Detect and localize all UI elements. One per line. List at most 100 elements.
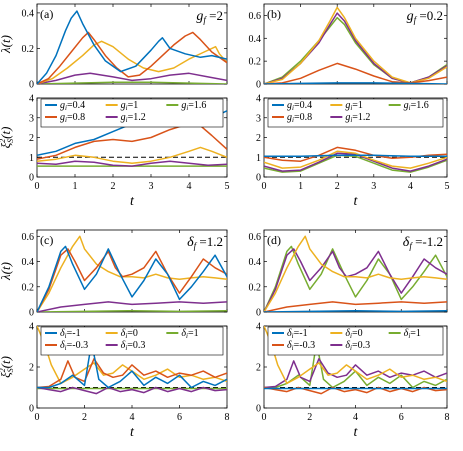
legend-label-0: δi=-1 (60, 328, 81, 340)
legend-label-2: δi=1 (181, 328, 198, 340)
series-line-δ_i=-1 (37, 245, 227, 312)
y-tick-label: 0 (256, 308, 261, 319)
y-tick-label: 4 (256, 94, 261, 105)
series-line-g_i=1.6 (264, 154, 447, 173)
series-line-δ_i=0.3 (37, 301, 227, 312)
series-line-g_i=1 (264, 150, 447, 169)
y-tick-label: 0.4 (249, 34, 262, 45)
y-tick-label: 1 (29, 153, 34, 164)
y-tick-label: 0 (29, 404, 34, 415)
series-line-δ_i=-0.3 (37, 358, 227, 389)
x-tick-label: 8 (225, 412, 230, 423)
x-tick-label: 1 (73, 181, 78, 192)
legend-label-0: gi=0.4 (287, 100, 312, 112)
x-tick-label: 6 (399, 412, 404, 423)
x-tick-label: 4 (353, 412, 358, 423)
x-tick-label: 0 (35, 181, 40, 192)
y-tick-label: 0 (256, 80, 261, 91)
series-line-δ_i=1 (264, 245, 447, 312)
panel-0: 0 0.2 0.4 (a) gf =2 λ(t) (0, 3, 228, 91)
series-line-δ_i=0.3 (37, 386, 227, 395)
y-tick-label: 0.4 (22, 8, 35, 19)
panel-tag: (d) (267, 233, 281, 247)
panel-title: gf =2 (196, 8, 223, 25)
series-line-g_i=1.2 (37, 72, 227, 84)
y-tick-label: 0.2 (249, 282, 262, 293)
y-tick-label: 4 (29, 94, 34, 105)
legend-box (40, 98, 224, 128)
y-axis-label: λ(t) (0, 262, 13, 281)
x-tick-label: 2 (111, 181, 116, 192)
panel-title: gf =0.2 (407, 8, 443, 25)
panel-4: 0 0.2 0.4 0.6 (c) δf =1.2 λ(t) (0, 229, 228, 319)
legend-label-1: gi=1 (345, 100, 363, 112)
legend-label-3: gi=0.8 (287, 112, 312, 124)
panel-3: 0 1 2 3 4 5 0 1 2 3 4 gi=0.4 gi=1 gi=1.6 gi=0.8 gi=1.2 t (256, 94, 450, 210)
panel-2: 0 1 2 3 4 5 0 1 2 3 4 gi=0.4 gi=1 gi=1.6 gi=0.8 gi=1.2 ξ… (0, 94, 230, 210)
legend-label-4: gi=1.2 (345, 112, 370, 124)
legend-label-1: gi=1 (121, 100, 139, 112)
series-line-δ_i=1 (264, 341, 447, 389)
panel-1: 0 0.2 0.4 0.6 (b) gf =0.2 (249, 3, 448, 91)
legend-label-0: δi=-1 (287, 328, 308, 340)
series-line-g_i=1.2 (37, 160, 227, 167)
y-tick-label: 0.6 (249, 232, 262, 243)
axes-frame (36, 3, 228, 85)
series-line-g_i=0.8 (37, 31, 227, 84)
x-tick-label: 0 (262, 412, 267, 423)
x-tick-label: 2 (307, 412, 312, 423)
x-tick-label: 0 (35, 412, 40, 423)
y-tick-label: 2 (29, 363, 34, 374)
panel-tag: (a) (40, 7, 53, 21)
panel-title: δf =-1.2 (403, 234, 443, 251)
series-line-g_i=0.8 (264, 62, 447, 84)
y-tick-label: 0.2 (249, 57, 262, 68)
series-line-δ_i=0 (37, 235, 227, 312)
panel-6: 0 2 4 6 8 0 2 4 δi=-1 δi=0 δi=1 δi=-0.3 δi=0.3 ξ2S(t)… (0, 322, 230, 441)
legend-box (267, 326, 444, 356)
y-tick-label: 0.2 (22, 282, 35, 293)
panel-5: 0 0.2 0.4 0.6 (d) δf =-1.2 (249, 229, 448, 319)
panel-tag: (b) (267, 7, 281, 21)
legend-label-1: δi=0 (345, 328, 362, 340)
series-line-δ_i=0 (264, 326, 447, 385)
legend-label-4: δi=0.3 (121, 340, 146, 352)
y-tick-label: 3 (29, 113, 34, 124)
legend-label-1: δi=0 (121, 328, 138, 340)
y-tick-label: 2 (29, 133, 34, 144)
axes-frame (263, 3, 448, 85)
y-axis-label: ξ2S(t) (0, 356, 15, 378)
series-line-δ_i=0 (264, 235, 447, 312)
legend-label-2: gi=1.6 (404, 100, 429, 112)
panel-7: 0 2 4 6 8 0 2 4 δi=-1 δi=0 δi=1 δi=-0.3 δi=0.3 t (256, 322, 450, 441)
y-axis-label: λ(t) (0, 35, 13, 54)
x-tick-label: 1 (298, 181, 303, 192)
y-tick-label: 4 (29, 322, 34, 333)
x-tick-label: 6 (177, 412, 182, 423)
series-line-g_i=0.4 (264, 82, 447, 84)
y-axis-label: ξ2S(t) (0, 127, 15, 149)
legend-label-3: δi=-0.3 (287, 340, 315, 352)
series-line-g_i=1 (37, 146, 227, 164)
x-tick-label: 4 (187, 181, 192, 192)
panel-tag: (c) (40, 233, 53, 247)
panel-title: δf =1.2 (187, 234, 223, 251)
series-line-g_i=0.4 (37, 10, 227, 84)
y-tick-label: 0 (29, 308, 34, 319)
y-tick-label: 0.4 (249, 257, 262, 268)
y-tick-label: 0.2 (22, 44, 35, 55)
series-line-δ_i=-0.3 (264, 301, 447, 312)
y-tick-label: 3 (256, 113, 261, 124)
series-line-g_i=0.8 (37, 122, 227, 160)
y-tick-label: 2 (256, 363, 261, 374)
series-line-g_i=1.2 (264, 152, 447, 172)
y-tick-label: 0.6 (249, 11, 262, 22)
legend-label-4: δi=0.3 (345, 340, 370, 352)
legend-box (40, 326, 224, 356)
x-tick-label: 3 (371, 181, 376, 192)
series-line-g_i=0.4 (264, 154, 447, 158)
x-axis-label: t (354, 425, 359, 440)
x-tick-label: 8 (445, 412, 450, 423)
x-tick-label: 5 (225, 181, 230, 192)
